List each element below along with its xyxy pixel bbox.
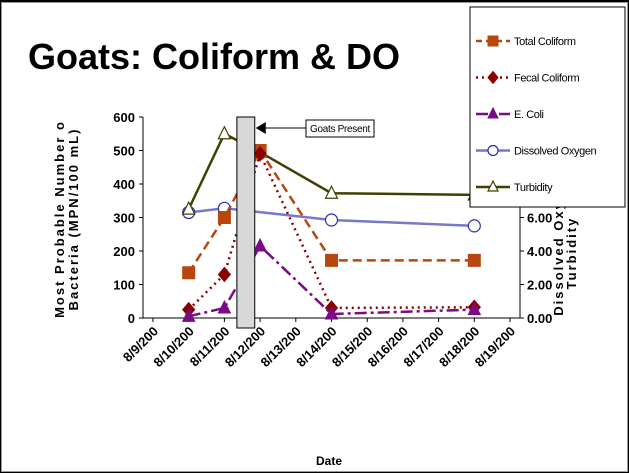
chart-title: Goats: Coliform & DO [28,36,400,77]
legend-label: Turbidity [514,182,553,194]
y-axis-title-line2: Bacteria (MPN/100 mL) [66,128,81,311]
y-tick-label: 100 [113,278,135,293]
y-tick-label: 300 [113,211,135,226]
legend-item-fecal-coliform: Fecal Coliform [476,70,580,85]
data-point-fecal-coliform [253,146,267,162]
legend-item-turbidity: Turbidity [476,179,553,194]
data-point-fecal-coliform [217,266,232,283]
data-point-dissolved-oxygen [324,213,339,227]
y2-tick-label: 4.00 [527,244,552,259]
data-point-turbidity [181,200,196,215]
data-point-total-coliform [325,253,338,267]
legend-item-e-coli: E. Coli [476,106,544,121]
legend-swatch-marker [487,179,499,192]
data-point-e-coli [217,299,232,314]
y-axis-title-line1: Most Probable Number o [52,120,67,318]
data-point-turbidity [324,184,339,199]
series-layer [181,125,482,322]
y2-axis-title-line2: Turbidity [564,217,579,290]
series-e-coli [181,237,482,322]
legend-swatch-marker [487,35,499,47]
annotation-box [305,119,375,138]
legend-label: Dissolved Oxygen [514,146,597,158]
y2-tick-label: 6.00 [527,211,552,226]
y-tick-label: 200 [113,244,135,259]
legend: Total Coliform Fecal Coliform E. Coli Disso… [469,6,626,208]
y2-tick-label: 2.00 [527,278,552,293]
series-line-dissolved-oxygen [188,207,475,228]
goats-present-band [236,116,256,329]
data-point-e-coli [467,301,482,316]
y-tick-label: 600 [113,110,135,125]
x-axis-title: Date [316,454,342,468]
y-tick-label: 500 [113,144,135,159]
legend-item-dissolved-oxygen: Dissolved Oxygen [476,144,597,158]
data-point-turbidity [217,125,232,140]
legend-label: E. Coli [514,109,544,121]
legend-swatch-marker [487,70,499,85]
data-point-total-coliform [182,266,196,280]
annotation-arrowhead [255,122,266,134]
y-tick-label: 0 [128,311,135,326]
legend-swatch-marker [487,106,499,119]
y-tick-label: 400 [113,177,135,192]
legend-swatch-marker [487,144,499,157]
y2-tick-label: 0.00 [527,311,552,326]
series-dissolved-oxygen [182,201,481,233]
annotation-layer: Goats Present [236,116,375,329]
annotation-label: Goats Present [310,124,371,135]
y2-axis-title-group: Dissolved Oxyg Turbidity [551,190,579,316]
legend-label: Fecal Coliform [514,73,580,85]
legend-label: Total Coliform [514,36,576,48]
legend-item-total-coliform: Total Coliform [476,35,576,48]
data-point-e-coli [253,237,267,252]
chart: Goats: Coliform & DO Most Probable Numbe… [28,6,626,468]
y-axis-title-group: Most Probable Number o Bacteria (MPN/100… [52,120,81,318]
data-point-e-coli [324,305,339,320]
data-point-total-coliform [217,211,231,224]
data-point-total-coliform [467,253,481,267]
y2-axis-title-line1: Dissolved Oxyg [551,190,566,316]
data-point-e-coli [181,308,196,322]
data-point-dissolved-oxygen [467,219,481,233]
